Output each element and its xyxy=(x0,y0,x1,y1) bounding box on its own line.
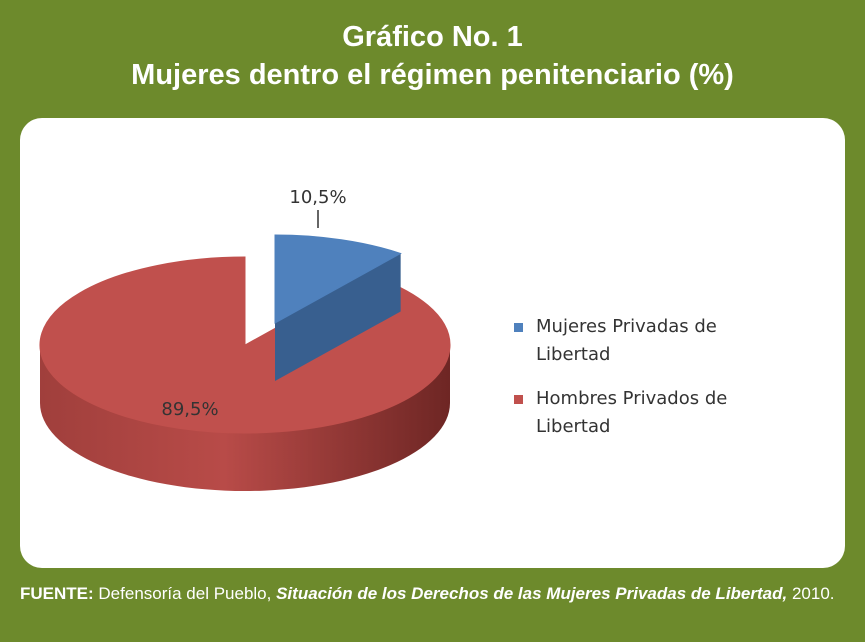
legend-label: Hombres Privados de Libertad xyxy=(536,388,728,437)
slice xyxy=(274,234,402,324)
legend-swatch xyxy=(514,395,523,404)
chart-title-block: Gráfico No. 1 Mujeres dentro el régimen … xyxy=(0,18,865,94)
legend-item: Mujeres Privadas de Libertad xyxy=(514,313,824,369)
slice-side xyxy=(40,345,450,491)
legend-label: Mujeres Privadas de Libertad xyxy=(536,316,717,365)
source-label: FUENTE: xyxy=(20,584,94,603)
source-note: FUENTE: Defensoría del Pueblo, Situación… xyxy=(20,580,845,607)
source-text: Defensoría del Pueblo, xyxy=(98,584,272,603)
source-work: Situación de los Derechos de las Mujeres… xyxy=(276,584,788,603)
slice-cut-face xyxy=(275,253,401,381)
chart-title: Gráfico No. 1 xyxy=(342,21,523,53)
source-year: 2010. xyxy=(791,584,835,603)
data-label: 10,5% xyxy=(289,187,346,208)
legend: Mujeres Privadas de Libertad Hombres Priv… xyxy=(514,313,824,457)
legend-swatch xyxy=(514,323,523,332)
legend-item: Hombres Privados de Libertad xyxy=(514,385,824,441)
chart-subtitle: Mujeres dentro el régimen penitenciario … xyxy=(131,59,734,91)
data-label: 89,5% xyxy=(161,399,218,420)
